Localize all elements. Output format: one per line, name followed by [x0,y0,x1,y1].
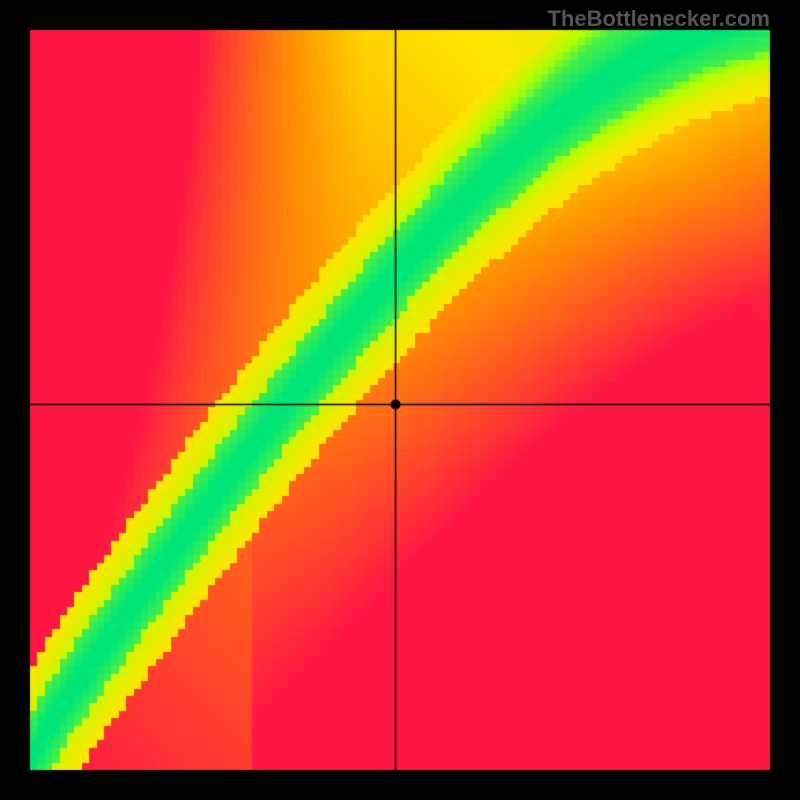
chart-container: TheBottlenecker.com [0,0,800,800]
heatmap-canvas [0,0,800,800]
watermark-text: TheBottlenecker.com [547,6,770,32]
